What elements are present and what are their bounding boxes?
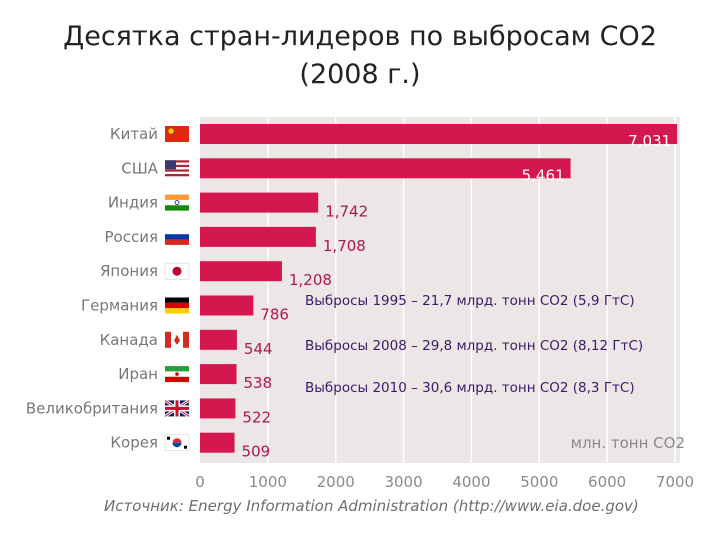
korea-flag-icon xyxy=(164,434,190,451)
bar xyxy=(200,398,236,419)
india-flag-icon xyxy=(165,194,189,211)
unit-label: млн. тонн СО2 xyxy=(571,434,685,452)
x-tick-label: 6000 xyxy=(588,473,626,491)
category-label: Германия xyxy=(81,297,158,315)
japan-flag-icon xyxy=(164,262,190,280)
chart-title: Десятка стран-лидеров по выбросам СО2 (2… xyxy=(0,18,720,94)
x-tick-label: 0 xyxy=(195,473,205,491)
category-label: Канада xyxy=(100,331,158,349)
source-note: Источник: Energy Information Administrat… xyxy=(104,497,639,515)
china-flag-icon xyxy=(165,126,189,142)
canada-flag-icon xyxy=(165,331,189,348)
chart-title-line-1: Десятка стран-лидеров по выбросам СО2 xyxy=(63,21,657,52)
bar xyxy=(200,432,235,453)
bar-value-label: 509 xyxy=(242,443,271,461)
bar xyxy=(200,192,319,213)
germany-flag-icon xyxy=(165,297,189,314)
bar-value-label: 1,208 xyxy=(289,271,332,289)
category-label: Россия xyxy=(105,228,159,246)
russia-flag-icon xyxy=(165,228,189,245)
bar-value-label: 1,708 xyxy=(323,237,366,255)
bar-value-label: 5,461 xyxy=(522,166,565,184)
x-axis-ticks: 0 1000 2000 3000 4000 5000 6000 7000 xyxy=(195,473,694,491)
bar xyxy=(200,124,678,144)
bar xyxy=(200,226,316,247)
x-tick-label: 2000 xyxy=(317,473,355,491)
bar-value-label: 786 xyxy=(260,306,289,324)
uk-flag-icon xyxy=(164,399,190,418)
bars xyxy=(200,124,678,453)
category-label: США xyxy=(121,159,159,177)
bar xyxy=(200,364,237,385)
note-emissions-2010: Выбросы 2010 – 30,6 млрд. тонн СО2 (8,3 … xyxy=(305,380,635,396)
bar xyxy=(200,329,237,350)
note-emissions-2008: Выбросы 2008 – 29,8 млрд. тонн СО2 (8,12… xyxy=(305,338,644,354)
bar-value-label: 1,742 xyxy=(325,203,368,221)
bar xyxy=(200,261,282,282)
bar-value-label: 538 xyxy=(244,374,273,392)
category-label: Индия xyxy=(108,194,158,212)
bar xyxy=(200,158,571,179)
note-emissions-1995: Выбросы 1995 – 21,7 млрд. тонн СО2 (5,9 … xyxy=(305,293,635,309)
category-label: Япония xyxy=(100,262,158,280)
bar xyxy=(200,295,254,316)
category-label: Великобритания xyxy=(26,399,158,417)
bar-value-label: 7,031 xyxy=(628,132,671,150)
x-tick-label: 4000 xyxy=(452,473,490,491)
chart-title-line-2: (2008 г.) xyxy=(299,59,421,90)
category-label: Китай xyxy=(110,125,158,143)
flags xyxy=(164,126,190,451)
labels: 7,031 Китай 5,461 США 1,742 Индия 1,708 Россия 1… xyxy=(26,125,671,461)
x-tick-label: 1000 xyxy=(249,473,287,491)
iran-flag-icon xyxy=(165,366,189,383)
x-tick-label: 7000 xyxy=(656,473,694,491)
bar-value-label: 522 xyxy=(242,408,271,426)
x-tick-label: 5000 xyxy=(520,473,558,491)
usa-flag-icon xyxy=(165,160,189,177)
bar-value-label: 544 xyxy=(244,340,273,358)
category-label: Иран xyxy=(118,365,158,383)
x-tick-label: 3000 xyxy=(384,473,422,491)
category-label: Корея xyxy=(110,434,158,452)
